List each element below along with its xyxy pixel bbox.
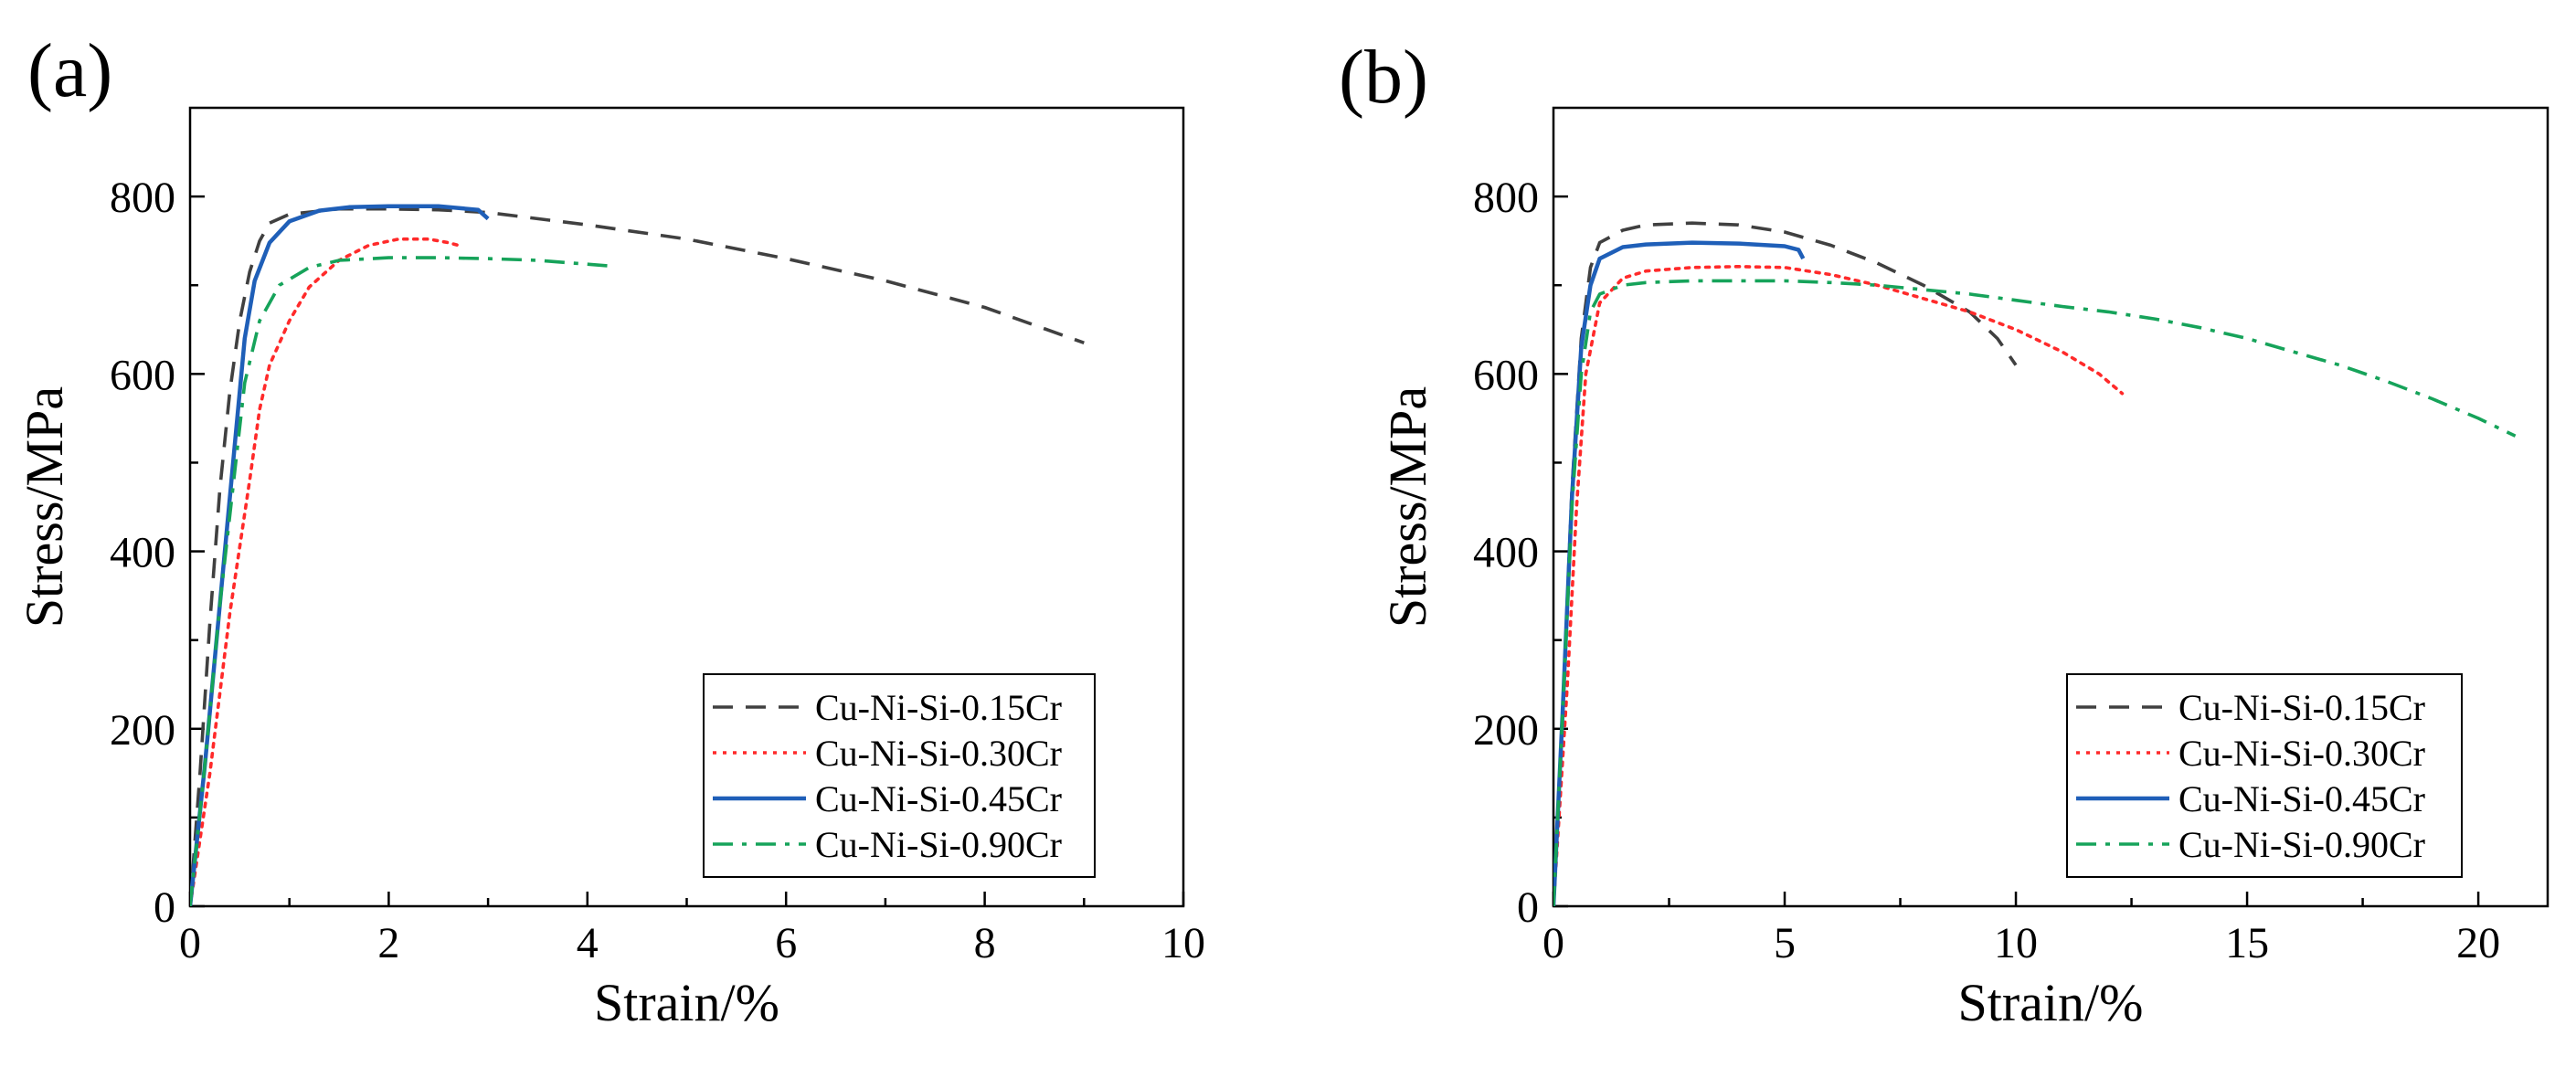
panel-a: (a) 0 2 4 6 8 10 0 200 400 600 800 Strain/% Stress/MP… (15, 28, 1205, 1032)
x-tick-label: 10 (1994, 919, 2038, 967)
series-lines (1553, 221, 2517, 906)
y-tick-label: 600 (1473, 351, 1539, 399)
y-tick-label: 0 (154, 883, 175, 932)
x-tick-label: 0 (1542, 919, 1564, 967)
legend: Cu-Ni-Si-0.15CrCu-Ni-Si-0.30CrCu-Ni-Si-0… (703, 673, 1096, 878)
y-tick-label: 800 (1473, 174, 1539, 222)
x-tick-label: 0 (179, 919, 201, 967)
y-axis-title: Stress/MPa (15, 386, 74, 628)
x-tick-label: 10 (1161, 919, 1205, 967)
series-line-cu-ni-si-0-30cr (1553, 265, 2125, 906)
y-tick-label: 800 (110, 174, 175, 222)
legend-label: Cu-Ni-Si-0.90Cr (815, 824, 1062, 865)
legend-label: Cu-Ni-Si-0.90Cr (2178, 824, 2425, 865)
series-line-cu-ni-si-0-30cr (190, 237, 461, 906)
series-line-cu-ni-si-0-45cr (190, 204, 490, 906)
series-line-cu-ni-si-0-90cr (190, 256, 608, 906)
series-line-cu-ni-si-0-15cr (1553, 221, 2018, 906)
series-line-cu-ni-si-0-45cr (1553, 240, 1806, 906)
x-axis-title: Strain/% (1958, 973, 2144, 1032)
y-axis-title: Stress/MPa (1378, 386, 1437, 628)
y-tick-label: 400 (110, 529, 175, 577)
x-tick-label: 6 (775, 919, 797, 967)
y-tick-label: 400 (1473, 529, 1539, 577)
y-tick-label: 200 (1473, 706, 1539, 755)
x-tick-label: 15 (2225, 919, 2269, 967)
panel-b: (b)0 5 10 15 200200400600800Strain/%Stress/M… (1339, 35, 2549, 1032)
y-tick-label: 600 (110, 351, 175, 399)
legend-label: Cu-Ni-Si-0.45Cr (2178, 778, 2425, 819)
panel-label: (a) (27, 28, 112, 113)
x-tick-label: 20 (2456, 919, 2500, 967)
panel-label: (b) (1339, 35, 1428, 120)
series-line-cu-ni-si-0-90cr (1553, 279, 2517, 906)
x-axis-title: Strain/% (594, 973, 779, 1032)
legend: Cu-Ni-Si-0.15CrCu-Ni-Si-0.30CrCu-Ni-Si-0… (2066, 673, 2463, 878)
y-tick-label: 0 (1517, 883, 1539, 932)
x-tick-label: 2 (377, 919, 399, 967)
plot-frame (1552, 106, 2549, 908)
x-tick-label: 4 (577, 919, 599, 967)
series-lines (190, 204, 1085, 906)
legend-label: Cu-Ni-Si-0.30Cr (815, 733, 1062, 774)
x-tick-label: 5 (1774, 919, 1796, 967)
x-tick-label: 8 (974, 919, 996, 967)
legend-label: Cu-Ni-Si-0.15Cr (815, 687, 1062, 728)
legend-label: Cu-Ni-Si-0.30Cr (2178, 733, 2425, 774)
y-tick-label: 200 (110, 706, 175, 755)
legend-label: Cu-Ni-Si-0.15Cr (2178, 687, 2425, 728)
legend-label: Cu-Ni-Si-0.45Cr (815, 778, 1062, 819)
